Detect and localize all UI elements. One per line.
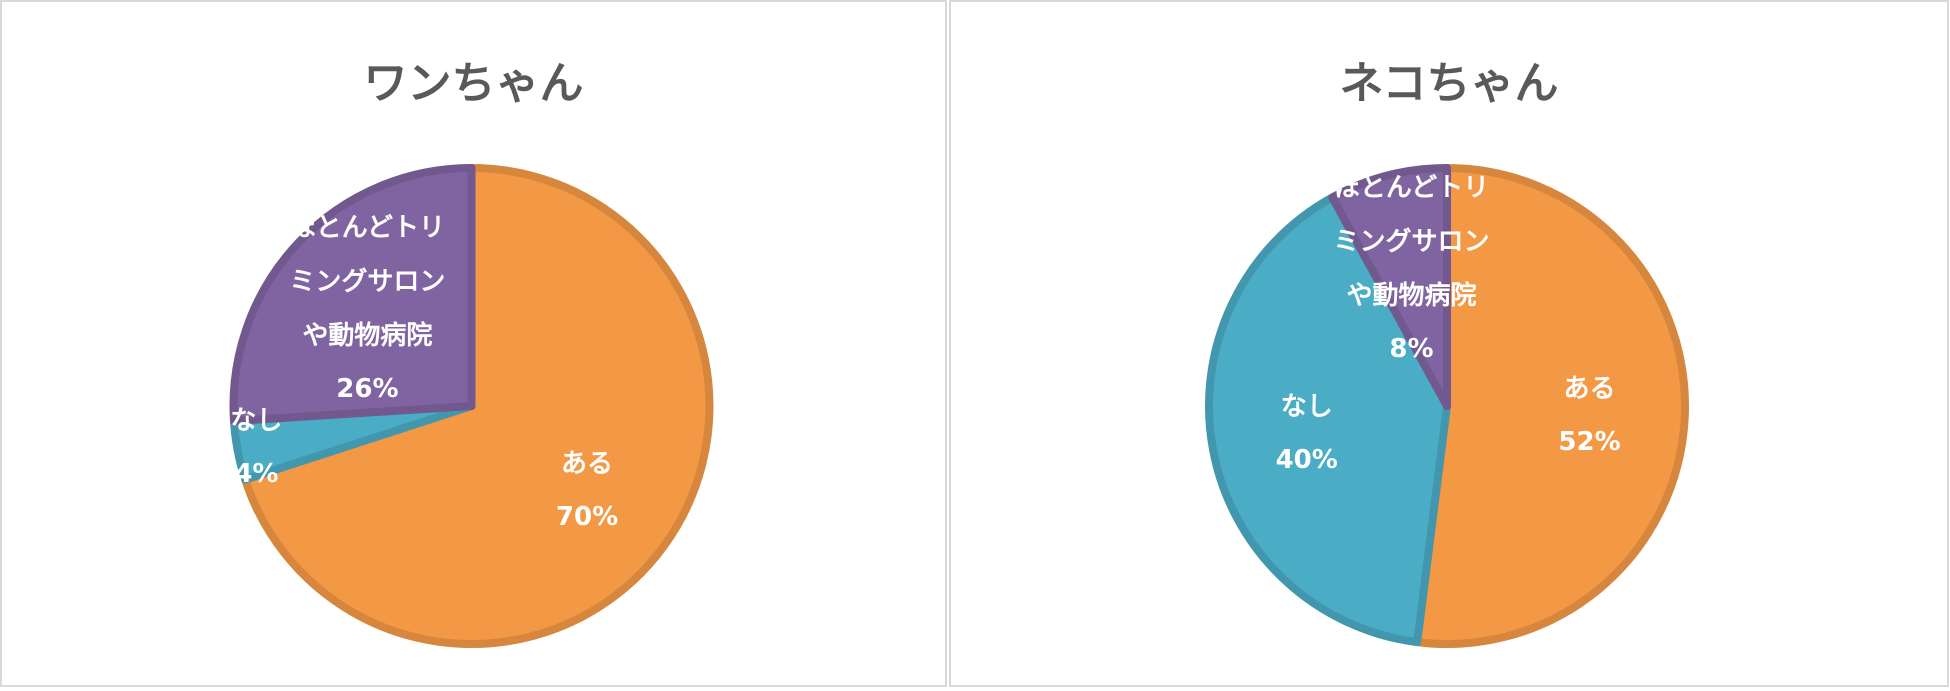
data-label: なし 40% (1217, 380, 1397, 486)
data-label-name: ある (561, 448, 614, 479)
pie-slice (1205, 193, 1451, 647)
data-label-value: 70% (555, 501, 619, 532)
chart-title: ネコちゃん (1339, 58, 1559, 109)
data-label-value: 4% (234, 459, 279, 490)
data-label-value: 40% (1275, 444, 1338, 475)
chart-title: ワンちゃん (363, 58, 584, 109)
data-label-value: 52% (1558, 426, 1621, 457)
data-label-value: 26% (336, 374, 399, 405)
data-label-name: なし (230, 406, 283, 437)
data-label: ほとんどトリミングサロンや動物病院 26% (277, 201, 457, 415)
pie-slice (241, 164, 714, 648)
data-label-value: 8% (1389, 333, 1434, 364)
data-label: ある 70% (497, 437, 677, 543)
chart-panel: ある 52% なし 40% ほとんどトリミングサロンや動物病院 8% ネコちゃん (949, 0, 1949, 687)
pie-slice (229, 164, 476, 425)
data-label-name: なし (1280, 391, 1333, 422)
data-label: ある 52% (1500, 362, 1680, 468)
data-label: なし 4% (166, 394, 346, 500)
data-label-name: ある (1563, 373, 1616, 404)
data-label: ほとんどトリミングサロンや動物病院 8% (1321, 161, 1501, 375)
chart-panel: ある 70% なし 4% ほとんどトリミングサロンや動物病院 26% ワンちゃん (0, 0, 947, 687)
pie-chart (229, 164, 714, 648)
data-label-name: ほとんどトリミングサロンや動物病院 (1333, 172, 1490, 311)
pie-slice (1413, 164, 1689, 648)
pie-chart (1205, 164, 1689, 648)
pie-slice (1328, 164, 1451, 410)
data-label-name: ほとんどトリミングサロンや動物病院 (289, 213, 446, 352)
